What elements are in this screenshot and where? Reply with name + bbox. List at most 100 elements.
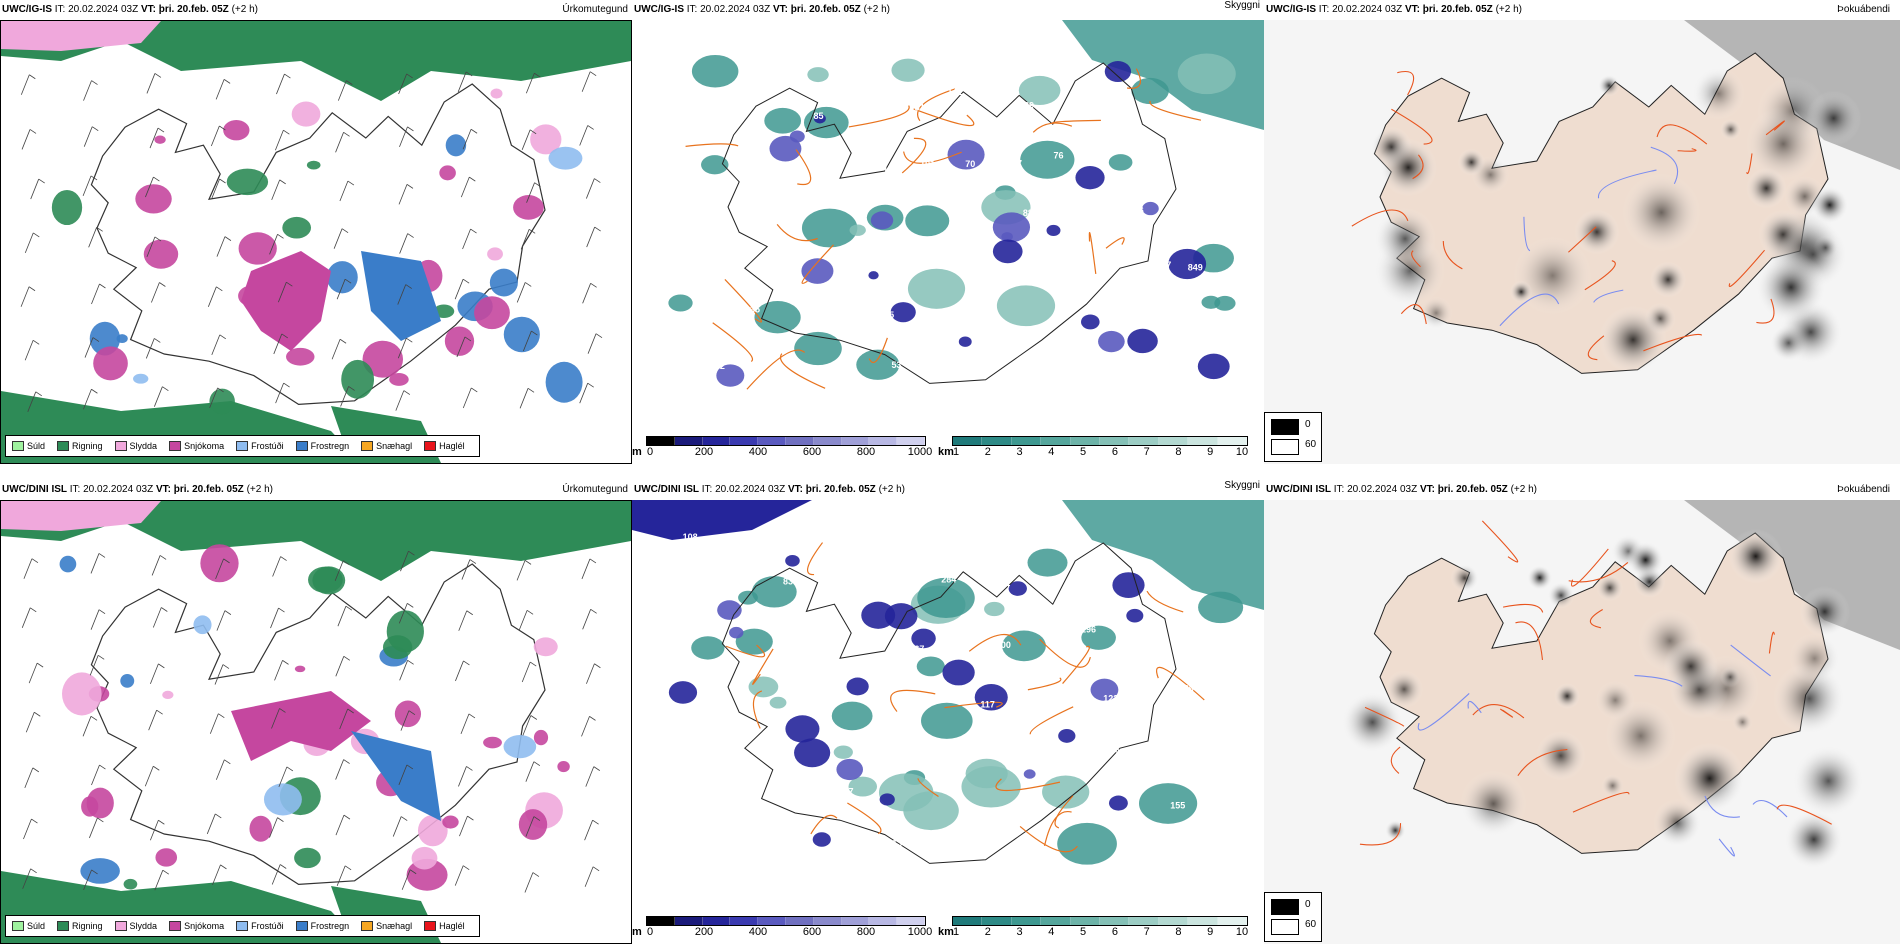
wind-barb	[399, 126, 414, 148]
legend-label: Frostregn	[310, 441, 350, 451]
colorbar-tick: 600	[802, 926, 822, 938]
wind-barb	[20, 74, 36, 95]
cloud-base-cell	[1142, 201, 1159, 216]
coastline	[721, 62, 1177, 384]
legend-label: Slydda	[129, 441, 158, 451]
wind-barb	[271, 179, 286, 201]
cloud-base-label: 90	[813, 847, 823, 857]
cloud-base-label: 70	[965, 159, 975, 169]
precip-cell	[518, 809, 548, 840]
colorbar-step	[1217, 917, 1248, 925]
precip-cell	[483, 736, 502, 749]
precip-cell	[530, 124, 562, 155]
fog-map: 0 60	[1264, 20, 1900, 464]
road-line	[712, 322, 754, 362]
road-line	[1364, 706, 1405, 727]
ptype-legend-item: Snjókoma	[169, 441, 224, 451]
colorbar-tick: 7	[1143, 926, 1150, 938]
coastline	[721, 542, 1177, 864]
cloud-base-cell	[716, 364, 745, 387]
ptype-legend-item: Rigning	[57, 441, 103, 451]
colorbar-step	[730, 917, 759, 925]
cloud-base-cell	[1008, 581, 1027, 596]
colorbar-tick: 4	[1048, 926, 1055, 938]
precip-cell	[294, 847, 321, 869]
legend-swatch	[169, 921, 182, 931]
wind-barb	[336, 865, 352, 886]
cloud-base-label: 115	[871, 576, 886, 586]
precip-cell	[362, 340, 404, 378]
wind-barb	[458, 766, 473, 787]
road-line	[1523, 216, 1531, 252]
cloud-base-label: 849	[1188, 263, 1203, 273]
fog-map: 0 60	[1264, 500, 1900, 944]
fog-cell	[1788, 632, 1841, 685]
fog-cell	[1746, 167, 1787, 209]
precip-cell	[545, 361, 583, 403]
legend-label: Haglél	[439, 441, 465, 451]
fog-cell	[1728, 529, 1783, 584]
colorbar-tick: 1000	[907, 446, 933, 458]
precip-cell	[411, 846, 438, 870]
legend-label: Frostúði	[251, 921, 284, 931]
road-line	[1730, 644, 1771, 677]
cloud-base-label: 67	[914, 644, 924, 654]
vis-panel-row0: UWC/IG-IS IT: 20.02.2024 03Z VT: þri. 20…	[632, 0, 1264, 464]
road-line	[1481, 520, 1519, 563]
colorbar-step	[1188, 437, 1218, 445]
wind-barb	[462, 128, 478, 150]
precip-cell	[442, 815, 459, 829]
road-line	[1517, 749, 1568, 776]
wind-barb	[399, 659, 414, 681]
colorbar-step	[953, 437, 983, 445]
colorbar-step	[813, 437, 842, 445]
precip-cell	[557, 761, 570, 773]
colorbar-step	[1041, 437, 1071, 445]
road-line	[1351, 209, 1409, 227]
wind-barb	[209, 713, 225, 734]
it-label: IT:	[701, 484, 713, 495]
precip-cell	[80, 858, 120, 884]
wind-barb	[151, 555, 167, 576]
wind-barb	[145, 176, 160, 198]
road-line	[1019, 825, 1078, 853]
wind-barb	[579, 382, 594, 404]
low-visibility-area	[1062, 500, 1264, 610]
coastline	[90, 563, 546, 886]
visibility-cell	[1214, 295, 1236, 311]
vt-value: þri. 20.feb. 05Z	[1422, 4, 1493, 15]
cloud-base-label: 36	[677, 202, 687, 212]
wind-barb	[145, 338, 161, 359]
it-value: 20.02.2024 03Z	[715, 484, 786, 495]
cloud-base-cell	[785, 715, 820, 743]
colorbar-step	[841, 437, 870, 445]
road-line	[1105, 237, 1125, 249]
visibility-cell	[1108, 154, 1133, 171]
low-visibility-area	[1062, 20, 1264, 130]
precip-cell	[294, 665, 306, 673]
vis-map: 108 83 86 117 249 155 231 77 67 66 163 166 129 115 35 9…	[632, 500, 1264, 944]
wind-barb	[83, 869, 98, 891]
it-value: 20.02.2024 03Z	[700, 4, 771, 15]
cloud-base-label: 217	[1156, 736, 1171, 746]
wind-barb	[151, 282, 166, 303]
colorbar-step	[1070, 917, 1101, 925]
wind-barb	[339, 180, 355, 202]
road-line	[752, 648, 774, 685]
precip-cell	[59, 555, 77, 573]
vt-label: VT:	[787, 484, 803, 495]
wind-barb	[460, 176, 476, 198]
panel-title: Þokuábendi	[1837, 4, 1890, 15]
colorbar-tick: 8	[1175, 446, 1182, 458]
cloud-base-label: 108	[1083, 148, 1098, 158]
road-line	[1043, 810, 1072, 847]
precip-cell	[306, 160, 321, 170]
vis-map: 81 75 101 252 254 58 52 85 101 88 90 360 75 30 70 69 77 7…	[632, 20, 1264, 464]
cloud-base-label: 53	[892, 360, 902, 370]
fog-cell	[1379, 138, 1438, 197]
road-line	[913, 108, 975, 127]
colorbar-ramp	[952, 436, 1248, 446]
visibility-cell	[735, 628, 773, 655]
fog-cell	[1554, 683, 1581, 710]
wind-barb	[519, 387, 535, 409]
